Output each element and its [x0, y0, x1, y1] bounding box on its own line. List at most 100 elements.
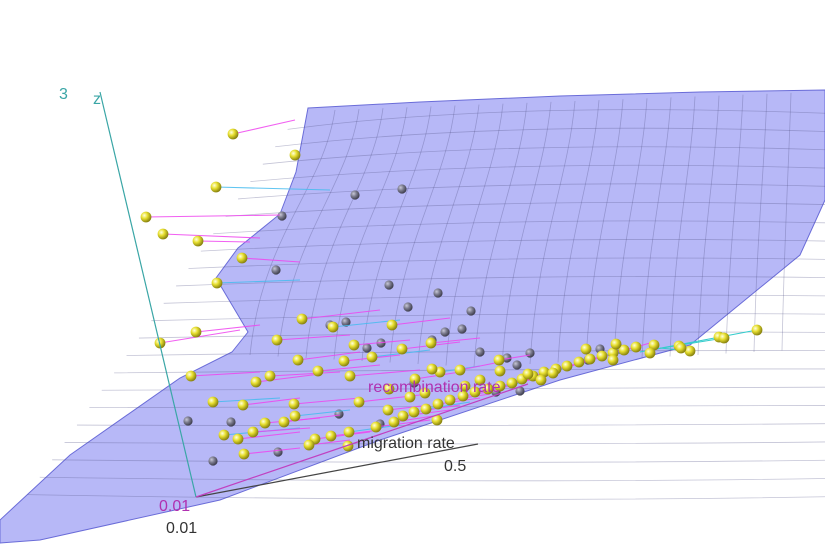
- data-point-below: [271, 265, 281, 275]
- surface-patch: [0, 89, 825, 544]
- data-point-above: [409, 373, 421, 385]
- residual-line: [215, 186, 331, 191]
- data-point-above: [344, 370, 356, 382]
- y-axis-min-tick: 0.01: [159, 498, 190, 515]
- data-point-below: [525, 348, 535, 358]
- data-point-above: [396, 343, 408, 355]
- data-point-above: [459, 380, 471, 392]
- data-point-above: [327, 321, 339, 333]
- surface-grid-line: [445, 103, 504, 366]
- y-axis-label: recombination rate: [368, 379, 501, 396]
- data-point-above: [596, 350, 608, 362]
- data-point-below: [466, 306, 476, 316]
- data-point-above: [207, 396, 219, 408]
- axes: [99, 91, 529, 498]
- residual-line: [252, 427, 311, 433]
- data-point-above: [454, 364, 466, 376]
- data-point-above: [366, 351, 378, 363]
- surface-grid-line: [151, 313, 825, 322]
- data-point-above: [343, 426, 355, 438]
- data-point-above: [338, 355, 350, 367]
- surface-grid-line: [64, 441, 825, 445]
- data-point-above: [383, 383, 395, 395]
- residual-line: [301, 309, 381, 320]
- data-point-above: [325, 430, 337, 442]
- data-point-above: [431, 414, 443, 426]
- data-point-above: [303, 439, 315, 451]
- surface-grid-line: [163, 294, 825, 304]
- residual-line: [195, 324, 261, 333]
- data-point-above: [630, 341, 642, 353]
- data-point-above: [493, 354, 505, 366]
- data-point-below: [457, 324, 467, 334]
- data-point-below: [273, 447, 283, 457]
- data-point-above: [190, 326, 202, 338]
- surface-grid-line: [138, 331, 825, 339]
- surface-grid-line: [39, 476, 825, 482]
- data-point-above: [573, 356, 585, 368]
- surface-grid-line: [557, 100, 600, 363]
- data-point-above: [386, 319, 398, 331]
- residual-line: [425, 401, 471, 410]
- data-point-above: [278, 416, 290, 428]
- residual-line: [197, 240, 251, 243]
- residual-line: [242, 397, 301, 406]
- data-point-below: [384, 280, 394, 290]
- data-point-above: [432, 398, 444, 410]
- data-point-above: [210, 181, 222, 193]
- data-point-above: [506, 377, 518, 389]
- surface-grid-line: [188, 257, 825, 269]
- points-above-surface: [140, 128, 763, 460]
- residual-line: [190, 371, 261, 377]
- surface-grid-line: [225, 201, 825, 217]
- surface-grid-line: [613, 98, 648, 360]
- data-point-above: [271, 334, 283, 346]
- surface-grid-line: [753, 93, 768, 353]
- data-point-below: [362, 343, 372, 353]
- z-axis-label: z: [93, 91, 101, 108]
- data-point-above: [312, 365, 324, 377]
- z-axis-max-tick: 3: [59, 86, 68, 103]
- surface-grid-line: [27, 494, 825, 500]
- surface-grid-line: [52, 459, 825, 463]
- x-axis-max-tick: 0.5: [444, 458, 466, 475]
- residual-line: [276, 334, 351, 341]
- surface-grid-line: [277, 109, 360, 357]
- data-point-above: [610, 338, 622, 350]
- surface-grid-line: [389, 105, 456, 363]
- data-point-below: [515, 386, 525, 396]
- data-point-below: [397, 184, 407, 194]
- data-point-above: [751, 324, 763, 336]
- residual-line: [294, 409, 351, 417]
- data-point-above: [185, 370, 197, 382]
- data-point-above: [420, 403, 432, 415]
- data-point-above: [238, 448, 250, 460]
- data-point-below: [433, 288, 443, 298]
- data-point-above: [494, 365, 506, 377]
- data-point-above: [425, 337, 437, 349]
- data-point-above: [250, 376, 262, 388]
- surface-grid-line: [249, 109, 336, 356]
- data-point-above: [444, 394, 456, 406]
- data-point-above: [474, 374, 486, 386]
- surface-grid-line: [669, 96, 696, 357]
- data-point-above: [644, 347, 656, 359]
- surface-grid-line: [697, 95, 720, 356]
- data-point-above: [607, 354, 619, 366]
- residual-line: [437, 397, 481, 405]
- surface-grid-line: [262, 146, 825, 165]
- residual-line: [330, 429, 381, 437]
- data-point-above: [292, 354, 304, 366]
- surface-grid-line: [501, 101, 552, 366]
- data-point-above: [296, 313, 308, 325]
- data-point-above: [140, 211, 152, 223]
- residual-line: [293, 397, 361, 405]
- data-point-below: [183, 416, 193, 426]
- data-point-above: [289, 149, 301, 161]
- residual-line: [391, 317, 451, 326]
- surface-grid-line: [361, 106, 432, 362]
- residual-line: [145, 214, 281, 218]
- data-point-above: [675, 342, 687, 354]
- data-point-above: [192, 235, 204, 247]
